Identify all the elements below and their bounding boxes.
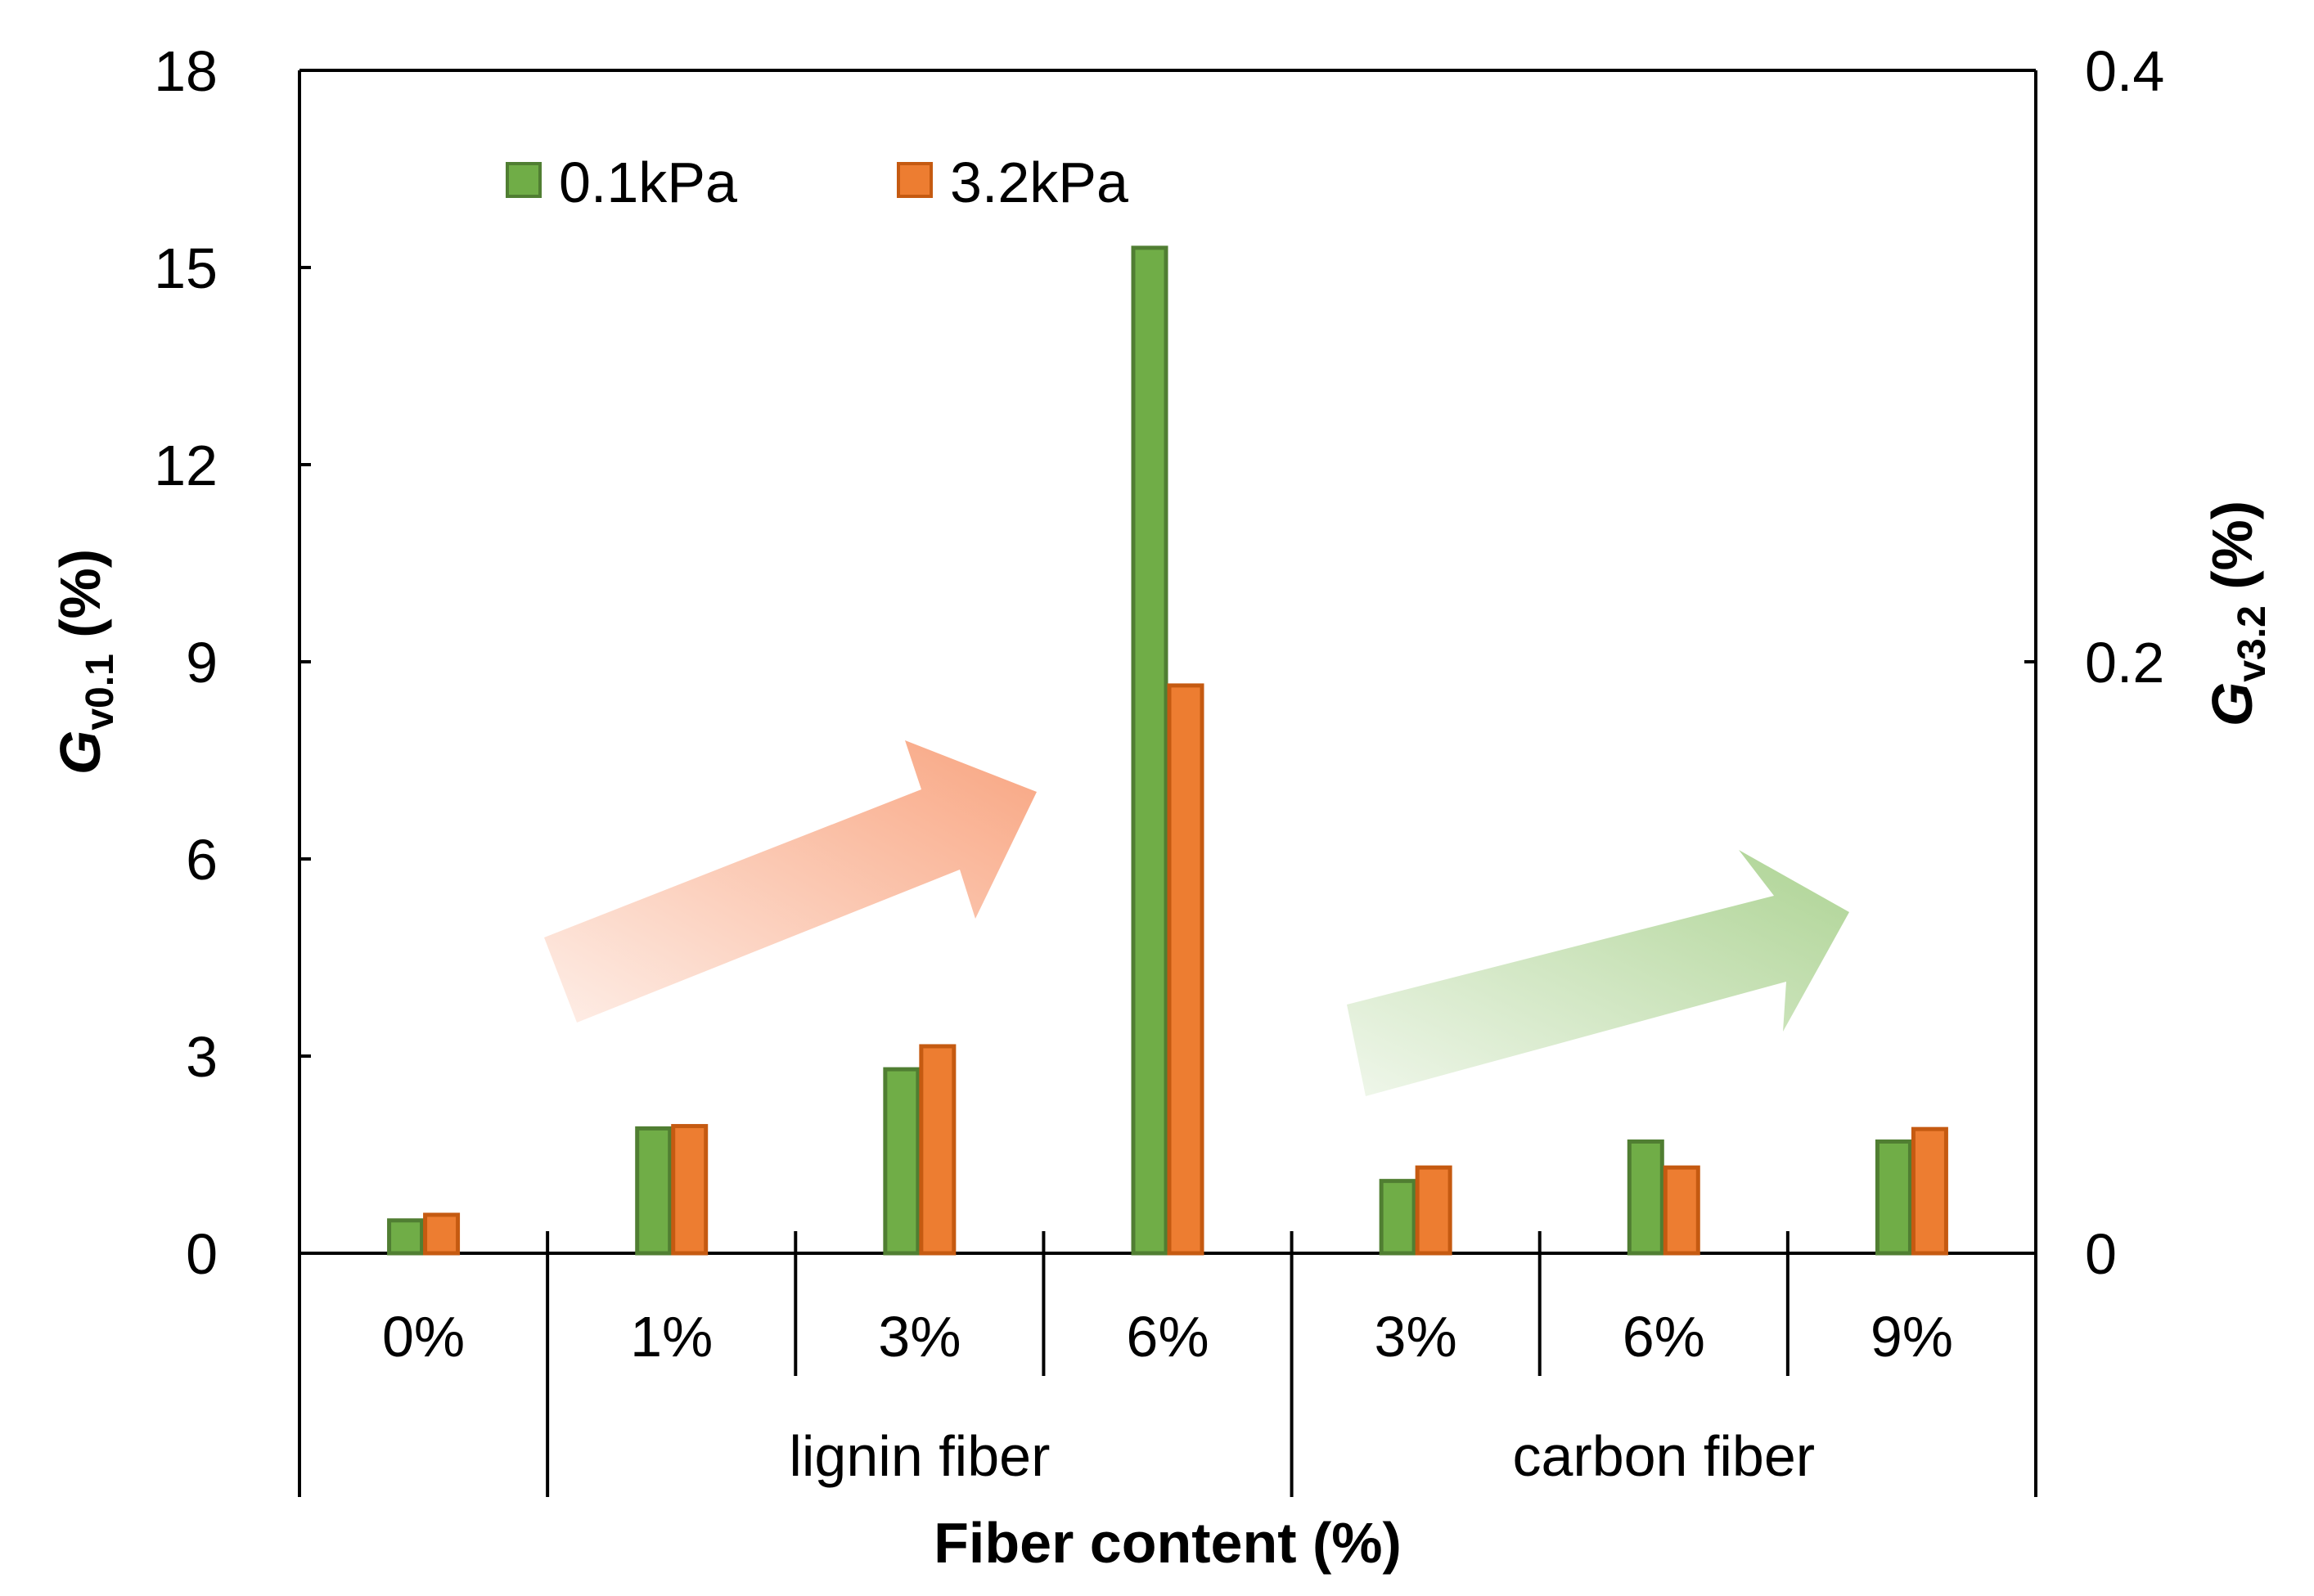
y2-axis-title: Gv3.2 (%): [2200, 501, 2274, 726]
trend-arrow-carbon: [1347, 850, 1849, 1096]
y2-axis-ticks: 0 0.2 0.4: [2024, 39, 2164, 1286]
y-axis-title: Gv0.1 (%): [48, 549, 122, 775]
bar-0.1kPa-5: [1627, 1139, 1664, 1256]
x-category-label-0: 0%: [382, 1305, 465, 1369]
bar-3.2kPa-0: [423, 1212, 461, 1256]
x-axis-title: Fiber content (%): [934, 1511, 1402, 1575]
legend-label-0: 0.1kPa: [559, 151, 737, 214]
bars: [387, 245, 1948, 1256]
y-tick-label-1: 3: [186, 1025, 218, 1089]
y-tick-label-2: 6: [186, 828, 218, 892]
legend-swatch-0: [506, 162, 542, 198]
bar-0.1kPa-0: [387, 1218, 425, 1256]
bar-3.2kPa-6: [1911, 1126, 1948, 1256]
bar-3.2kPa-2: [919, 1044, 957, 1256]
legend-label-1: 3.2kPa: [950, 151, 1128, 214]
y-tick-label-4: 12: [154, 434, 218, 497]
x-category-label-5: 6%: [1623, 1305, 1705, 1369]
x-axis-categories: 0% 1% 3% 6% 3% 6% 9% lignin fiber carbon fiber: [298, 1231, 2037, 1497]
bar-0.1kPa-2: [883, 1067, 921, 1256]
x-group-label-2: carbon fiber: [1512, 1424, 1815, 1488]
y-tick-label-6: 18: [154, 39, 218, 103]
legend: 0.1kPa 3.2kPa: [506, 151, 1128, 214]
y2-tick-label-2: 0.4: [2085, 39, 2164, 103]
bar-0.1kPa-6: [1875, 1139, 1912, 1256]
y-tick-label-0: 0: [186, 1222, 218, 1286]
x-category-label-4: 3%: [1375, 1305, 1457, 1369]
bar-3.2kPa-3: [1167, 683, 1204, 1256]
bar-3.2kPa-5: [1663, 1165, 1700, 1256]
bar-3.2kPa-4: [1415, 1165, 1452, 1256]
bar-0.1kPa-1: [635, 1126, 673, 1256]
legend-swatch-1: [897, 162, 933, 198]
x-category-label-1: 1%: [630, 1305, 713, 1369]
bar-0.1kPa-3: [1131, 245, 1168, 1256]
y-axis-ticks: 0 3 6 9 12 15 18: [154, 39, 311, 1286]
x-category-label-2: 3%: [878, 1305, 961, 1369]
y-tick-label-3: 9: [186, 631, 218, 695]
y2-tick-label-0: 0: [2085, 1222, 2117, 1286]
x-category-label-6: 9%: [1871, 1305, 1953, 1369]
bar-0.1kPa-4: [1379, 1179, 1416, 1256]
trend-arrow-lignin: [544, 740, 1037, 1023]
x-category-label-3: 6%: [1126, 1305, 1209, 1369]
x-group-label-1: lignin fiber: [789, 1424, 1050, 1488]
bar-3.2kPa-1: [671, 1124, 709, 1256]
y-tick-label-5: 15: [154, 236, 218, 300]
y2-tick-label-1: 0.2: [2085, 631, 2164, 695]
